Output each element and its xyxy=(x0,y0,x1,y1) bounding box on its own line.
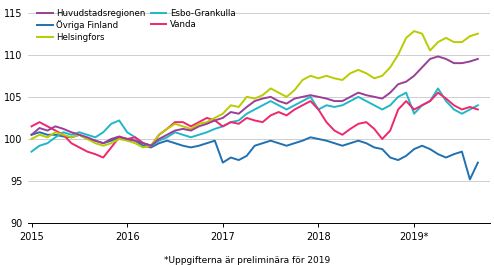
Line: Övriga Finland: Övriga Finland xyxy=(32,132,478,179)
Esbo-Grankulla xyxy=(220,125,226,128)
Vanda xyxy=(339,133,345,136)
Övriga Finland xyxy=(52,133,58,136)
Helsingfors xyxy=(228,104,234,107)
Line: Helsingfors: Helsingfors xyxy=(32,31,478,147)
Text: *Uppgifterna är preliminära för 2019: *Uppgifterna är preliminära för 2019 xyxy=(164,256,330,265)
Huvudstadsregionen xyxy=(52,125,58,128)
Vanda xyxy=(228,121,234,124)
Helsingfors xyxy=(52,131,58,134)
Huvudstadsregionen xyxy=(148,144,154,147)
Huvudstadsregionen xyxy=(475,57,481,60)
Övriga Finland xyxy=(347,142,353,145)
Övriga Finland xyxy=(60,135,66,138)
Vanda xyxy=(475,108,481,111)
Vanda xyxy=(44,125,50,128)
Esbo-Grankulla xyxy=(435,87,441,90)
Huvudstadsregionen xyxy=(44,129,50,132)
Övriga Finland xyxy=(37,131,42,134)
Helsingfors xyxy=(347,72,353,75)
Övriga Finland xyxy=(475,161,481,164)
Övriga Finland xyxy=(339,144,345,147)
Esbo-Grankulla xyxy=(339,104,345,107)
Esbo-Grankulla xyxy=(331,105,337,109)
Esbo-Grankulla xyxy=(148,144,154,147)
Vanda xyxy=(435,91,441,94)
Line: Vanda: Vanda xyxy=(32,93,478,157)
Vanda xyxy=(156,133,162,136)
Vanda xyxy=(347,127,353,130)
Huvudstadsregionen xyxy=(347,95,353,99)
Vanda xyxy=(100,156,106,159)
Esbo-Grankulla xyxy=(475,104,481,107)
Huvudstadsregionen xyxy=(435,55,441,58)
Legend: Huvudstadsregionen, Övriga Finland, Helsingfors, Esbo-Grankulla, Vanda: Huvudstadsregionen, Övriga Finland, Hels… xyxy=(37,8,236,42)
Helsingfors xyxy=(140,146,146,149)
Vanda xyxy=(52,129,58,132)
Vanda xyxy=(29,125,35,128)
Helsingfors xyxy=(44,136,50,139)
Helsingfors xyxy=(475,32,481,35)
Helsingfors xyxy=(29,137,35,140)
Esbo-Grankulla xyxy=(44,142,50,145)
Line: Esbo-Grankulla: Esbo-Grankulla xyxy=(32,89,478,152)
Huvudstadsregionen xyxy=(29,133,35,136)
Helsingfors xyxy=(156,133,162,136)
Huvudstadsregionen xyxy=(156,137,162,140)
Helsingfors xyxy=(339,78,345,82)
Övriga Finland xyxy=(467,178,473,181)
Esbo-Grankulla xyxy=(29,150,35,153)
Line: Huvudstadsregionen: Huvudstadsregionen xyxy=(32,56,478,146)
Övriga Finland xyxy=(228,156,234,159)
Huvudstadsregionen xyxy=(339,99,345,103)
Övriga Finland xyxy=(156,142,162,145)
Helsingfors xyxy=(411,29,417,33)
Övriga Finland xyxy=(29,133,35,136)
Huvudstadsregionen xyxy=(228,111,234,114)
Esbo-Grankulla xyxy=(52,136,58,139)
